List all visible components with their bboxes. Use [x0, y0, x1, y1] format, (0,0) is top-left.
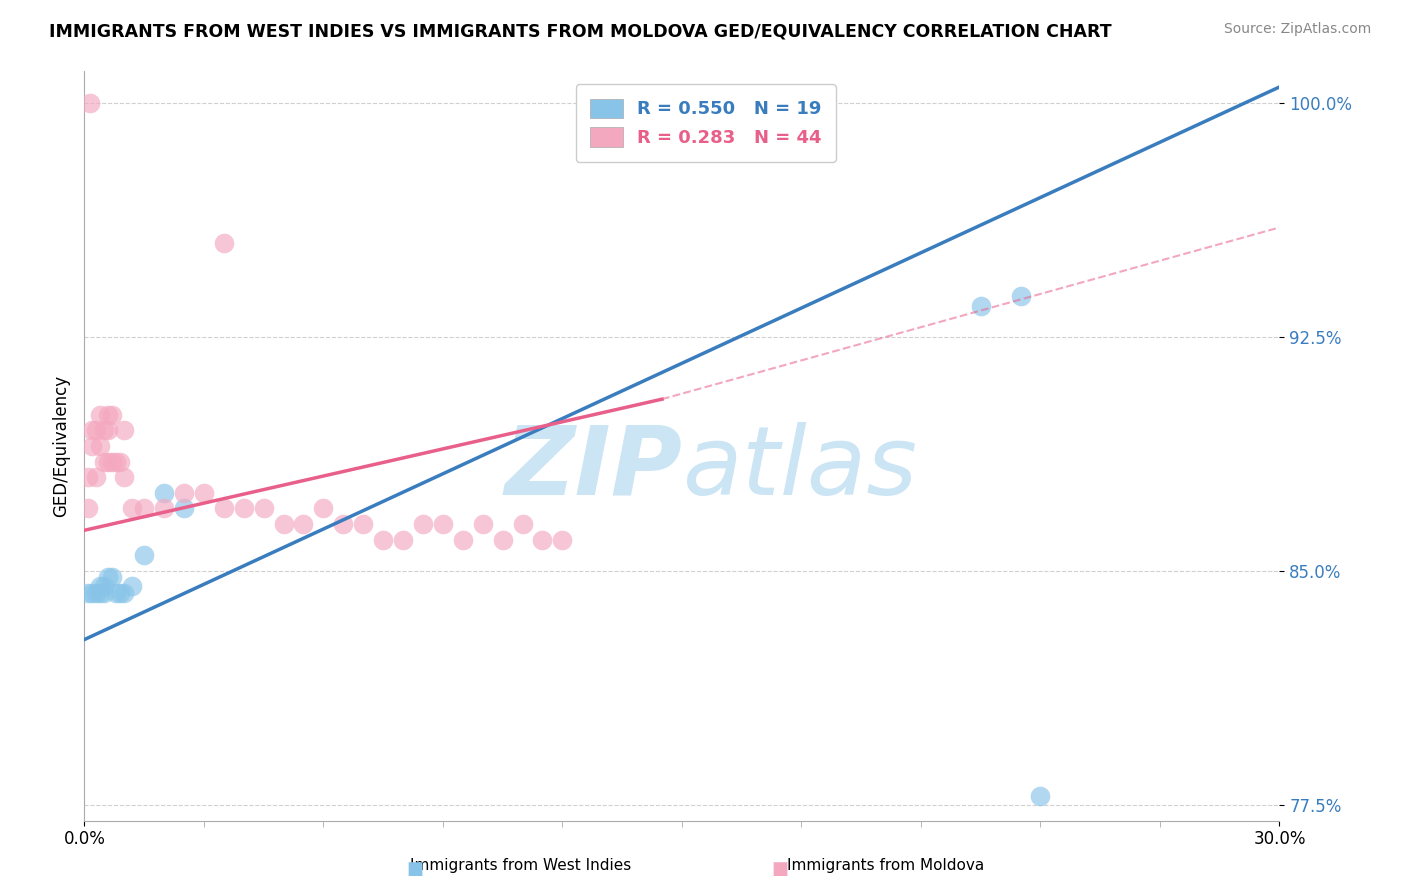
Point: [153, 485, 176, 500]
Point: [93, 423, 115, 437]
Point: [193, 485, 215, 500]
Text: IMMIGRANTS FROM WEST INDIES VS IMMIGRANTS FROM MOLDOVA GED/EQUIVALENCY CORRELATI: IMMIGRANTS FROM WEST INDIES VS IMMIGRANT…: [49, 22, 1112, 40]
Point: [451, 533, 474, 547]
Point: [93, 580, 115, 594]
Point: [352, 517, 374, 532]
Point: [1029, 789, 1052, 803]
Point: [110, 585, 132, 599]
Y-axis label: GED/Equivalency: GED/Equivalency: [52, 375, 70, 517]
Text: ZIP: ZIP: [503, 422, 682, 515]
Point: [97, 408, 120, 422]
Point: [82, 439, 104, 453]
Point: [292, 517, 315, 532]
Point: [82, 585, 104, 599]
Point: [471, 517, 494, 532]
Point: [373, 533, 395, 547]
Point: [132, 548, 156, 563]
Point: [79, 95, 101, 110]
Point: [492, 533, 515, 547]
Point: [253, 501, 276, 516]
Point: [112, 585, 135, 599]
Text: Source: ZipAtlas.com: Source: ZipAtlas.com: [1223, 22, 1371, 37]
Point: [97, 423, 120, 437]
Point: [93, 585, 115, 599]
Point: [531, 533, 554, 547]
Point: [101, 408, 124, 422]
Point: [97, 454, 120, 468]
Point: [93, 454, 115, 468]
Point: [89, 439, 111, 453]
Text: Immigrants from West Indies: Immigrants from West Indies: [409, 858, 631, 872]
Point: [212, 501, 235, 516]
Point: [77, 501, 100, 516]
Point: [970, 298, 993, 312]
Text: ■: ■: [772, 860, 789, 878]
Point: [412, 517, 434, 532]
Point: [110, 454, 132, 468]
Point: [77, 585, 100, 599]
Point: [551, 533, 574, 547]
Point: [86, 423, 108, 437]
Point: [121, 580, 143, 594]
Point: [101, 570, 124, 584]
Point: [89, 585, 111, 599]
Point: [112, 423, 135, 437]
Point: [312, 501, 335, 516]
Point: [173, 501, 195, 516]
Text: atlas: atlas: [682, 422, 917, 515]
Point: [392, 533, 415, 547]
Point: [86, 470, 108, 484]
Point: [82, 423, 104, 437]
Point: [232, 501, 254, 516]
Point: [112, 470, 135, 484]
Point: [105, 585, 128, 599]
Point: [89, 580, 111, 594]
Point: [432, 517, 454, 532]
Text: ■: ■: [406, 860, 423, 878]
Point: [121, 501, 143, 516]
Point: [86, 585, 108, 599]
Point: [512, 517, 534, 532]
Point: [105, 454, 128, 468]
Point: [212, 236, 235, 251]
Point: [89, 408, 111, 422]
Point: [173, 485, 195, 500]
Point: [132, 501, 156, 516]
Point: [77, 470, 100, 484]
Point: [273, 517, 295, 532]
Point: [153, 501, 176, 516]
Point: [101, 454, 124, 468]
Point: [1010, 289, 1032, 303]
Point: [332, 517, 354, 532]
Legend: R = 0.550   N = 19, R = 0.283   N = 44: R = 0.550 N = 19, R = 0.283 N = 44: [575, 84, 837, 161]
Text: Immigrants from Moldova: Immigrants from Moldova: [787, 858, 984, 872]
Point: [97, 570, 120, 584]
